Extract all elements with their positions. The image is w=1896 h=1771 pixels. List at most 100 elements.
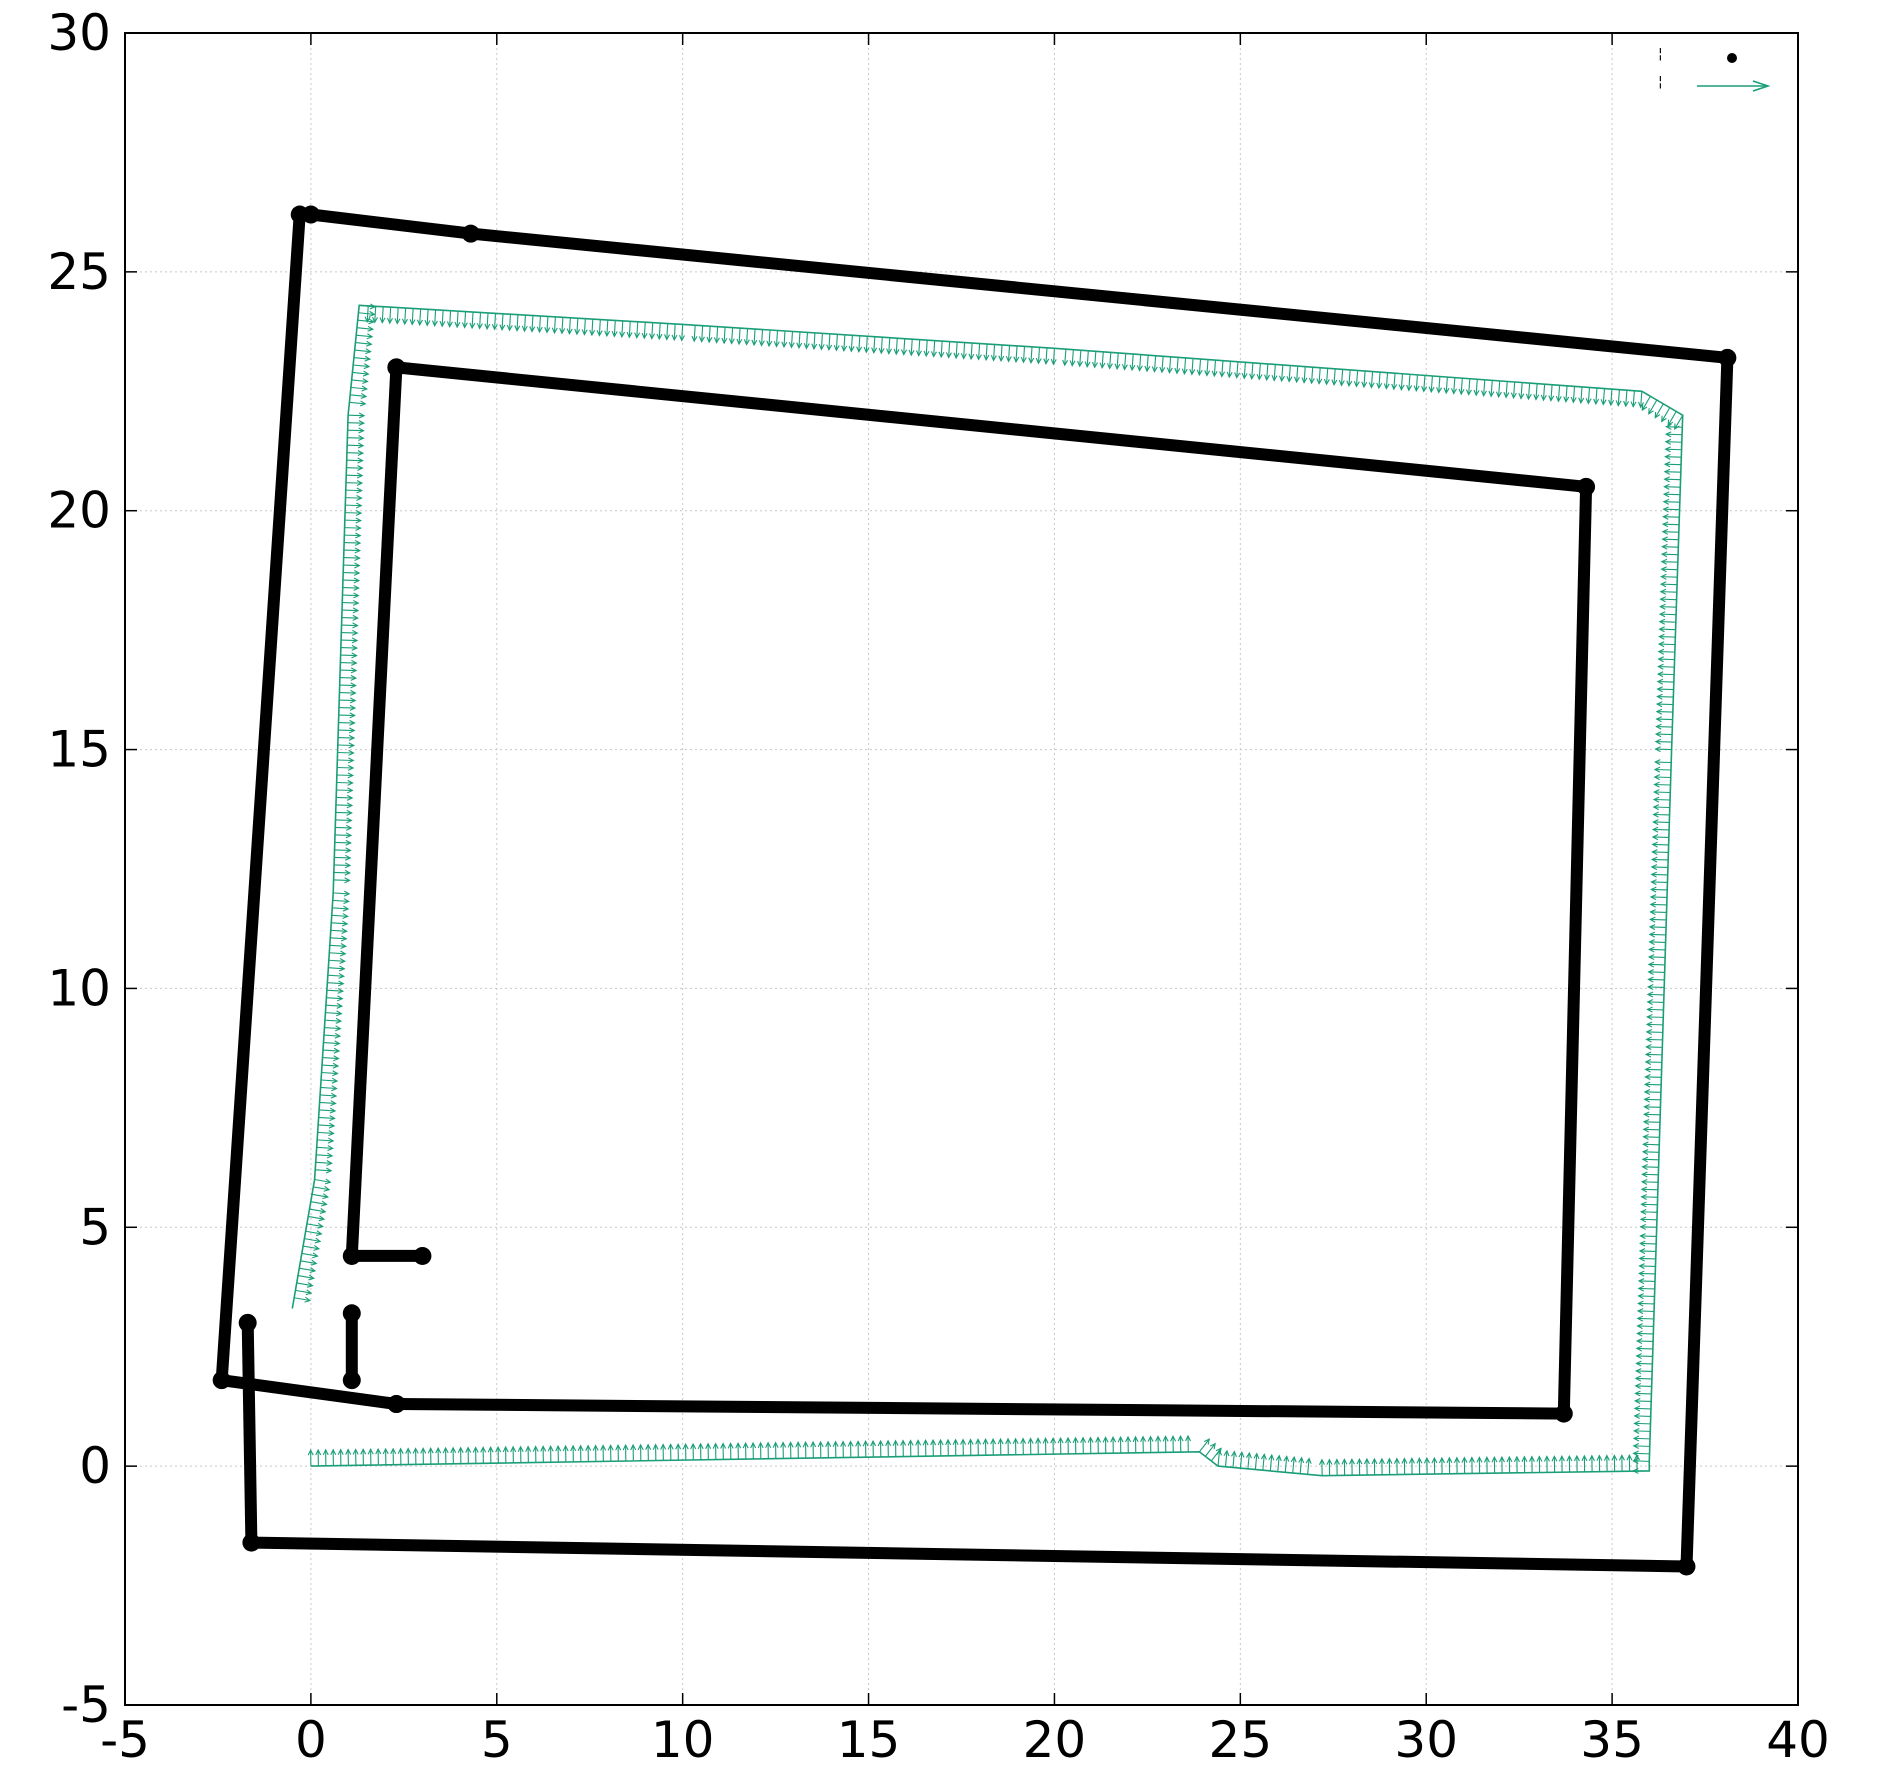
vector-arrow <box>1664 509 1680 510</box>
vector-arrow <box>1636 1371 1652 1372</box>
vector-arrow <box>1663 524 1679 525</box>
vector-arrow <box>1658 682 1674 683</box>
wall-point <box>343 1304 361 1322</box>
y-tick-label: 15 <box>47 721 111 779</box>
x-tick-label: 25 <box>1209 1711 1273 1766</box>
vector-arrow <box>1656 727 1672 728</box>
vector-arrow <box>1658 689 1674 690</box>
vector-arrow <box>1634 1431 1650 1432</box>
x-tick-label: 40 <box>1766 1711 1830 1766</box>
wall-points <box>352 367 423 1256</box>
vector-arrow <box>1661 577 1677 578</box>
y-tick-label: 30 <box>47 4 111 62</box>
wall-point <box>1577 478 1595 496</box>
vector-arrow <box>1660 629 1676 630</box>
vector-arrow <box>1639 1288 1655 1289</box>
legend-label-vectors: ¦ <box>1658 74 1663 90</box>
y-tick-label: -5 <box>61 1676 111 1734</box>
vector-arrow <box>1665 457 1681 458</box>
vector-arrow <box>1635 1393 1651 1394</box>
wall-point <box>387 358 405 376</box>
vector-arrow <box>1640 1251 1656 1252</box>
vector-arrow <box>1639 1296 1655 1297</box>
vector-arrow <box>1657 697 1673 698</box>
y-tick-label: 20 <box>47 482 111 540</box>
vector-arrow <box>1639 1281 1655 1282</box>
y-tick-label: 10 <box>47 959 111 1017</box>
vector-arrow <box>1659 659 1675 660</box>
vector-arrow <box>1638 1303 1654 1304</box>
vector-arrow <box>1638 1318 1654 1319</box>
vector-arrow <box>1656 742 1672 743</box>
x-tick-label: 0 <box>295 1711 327 1766</box>
vector-arrow <box>1635 1416 1651 1417</box>
wall-point <box>387 1395 405 1413</box>
wall-point <box>242 1534 260 1552</box>
vector-arrow <box>1637 1341 1653 1342</box>
vector-arrow <box>1633 1461 1649 1462</box>
vector-arrow <box>1666 449 1682 450</box>
x-tick-label: 5 <box>481 1711 513 1766</box>
legend-item-points: ¦ <box>1658 46 1737 63</box>
y-tick-label: 0 <box>79 1437 111 1495</box>
vector-arrow <box>1665 464 1681 465</box>
y-tick-label: 25 <box>47 243 111 301</box>
wall-point <box>413 1247 431 1265</box>
vector-arrow <box>1636 1363 1652 1364</box>
vector-arrow <box>1664 502 1680 503</box>
vector-arrow <box>1664 494 1680 495</box>
wall-point <box>291 206 309 224</box>
vector-arrow <box>1665 479 1681 480</box>
x-tick-label: 20 <box>1023 1711 1087 1766</box>
legend: ¦ ¦ <box>1658 46 1768 91</box>
x-tick-label: 30 <box>1394 1711 1458 1766</box>
vector-arrow <box>1659 637 1675 638</box>
vector-arrow <box>1636 1386 1652 1387</box>
vector-arrow <box>1664 487 1680 488</box>
vector-arrow <box>1635 1401 1651 1402</box>
vector-arrow <box>1666 442 1682 443</box>
vector-arrow <box>1638 1326 1654 1327</box>
wall-point <box>213 1371 231 1389</box>
vector-arrow <box>1663 517 1679 518</box>
vector-arrow <box>1662 554 1678 555</box>
vector-arrow <box>1636 1378 1652 1379</box>
vector-arrow <box>1637 1333 1653 1334</box>
vector-arrow <box>1638 1311 1654 1312</box>
x-tick-label: 15 <box>837 1711 901 1766</box>
wall-point <box>239 1314 257 1332</box>
wall-point <box>343 1371 361 1389</box>
vector-arrow <box>1661 592 1677 593</box>
wall-points <box>396 367 1586 1413</box>
vector-arrow <box>1661 584 1677 585</box>
vector-arrow <box>1663 539 1679 540</box>
wall-point <box>343 1247 361 1265</box>
wall-points <box>248 215 1728 1567</box>
wall-point <box>462 225 480 243</box>
vector-arrow <box>1658 667 1674 668</box>
vector-arrow <box>1666 434 1682 435</box>
vector-arrow <box>1640 1243 1656 1244</box>
vector-arrow <box>1634 1423 1650 1424</box>
vector-arrow <box>1658 674 1674 675</box>
wall-point <box>1718 349 1736 367</box>
vector-arrow <box>1665 472 1681 473</box>
x-tick-label: 35 <box>1580 1711 1644 1766</box>
vector-arrow <box>1657 719 1673 720</box>
legend-item-vectors: ¦ <box>1658 74 1768 91</box>
vector-arrow <box>1639 1266 1655 1267</box>
vector-arrow <box>1657 704 1673 705</box>
vector-arrow <box>1662 547 1678 548</box>
vector-arrow <box>1663 532 1679 533</box>
vector-arrow <box>1659 652 1675 653</box>
vector-arrow <box>1656 734 1672 735</box>
vector-arrow <box>1662 562 1678 563</box>
vector-arrow <box>1640 1258 1656 1259</box>
vector-arrow <box>1634 1438 1650 1439</box>
vector-arrow <box>1640 1236 1656 1237</box>
wall-point <box>1677 1557 1695 1575</box>
legend-swatch-points <box>1727 53 1737 63</box>
